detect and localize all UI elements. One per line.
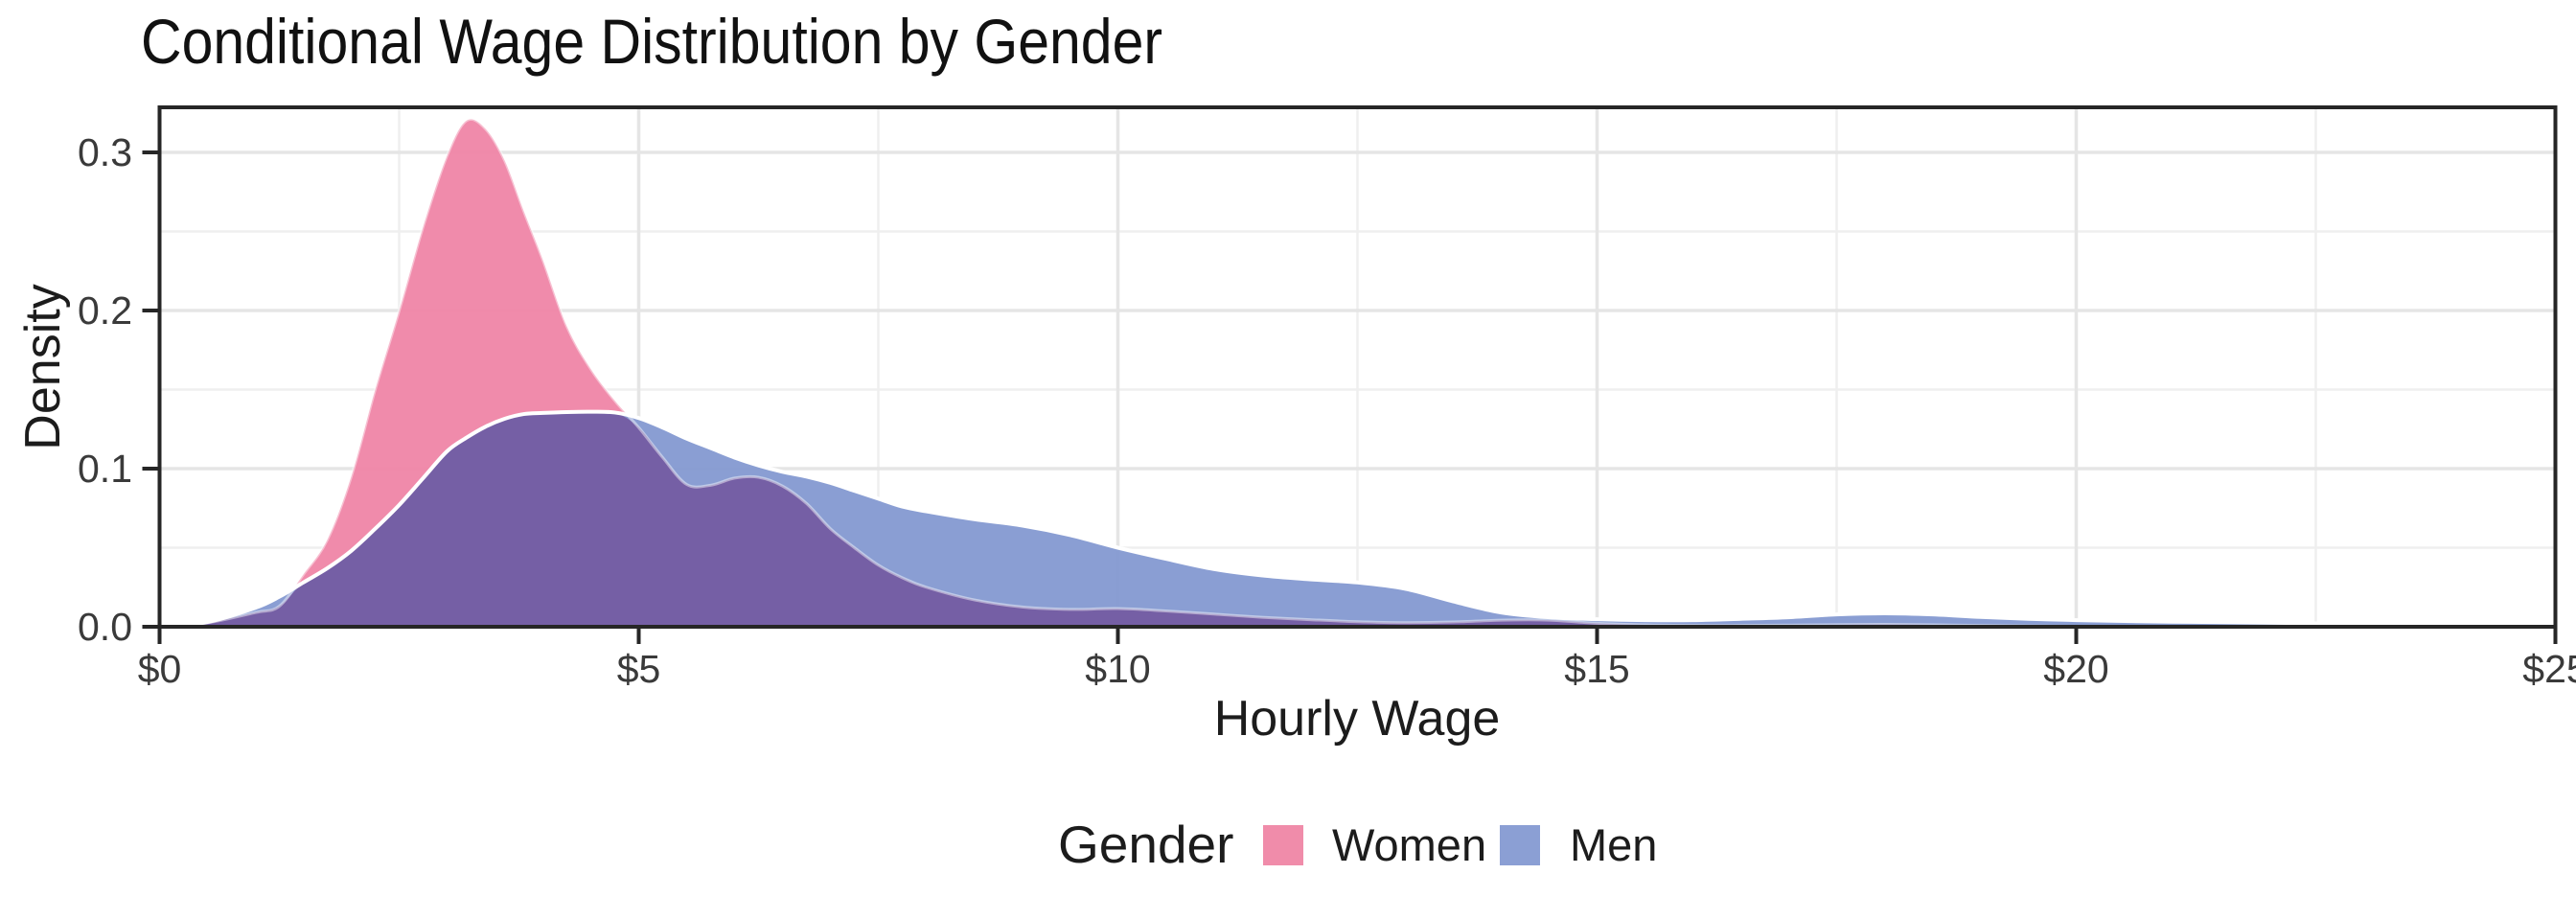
- y-tick-label: 0.3: [78, 130, 132, 174]
- y-tick-label: 0.1: [78, 447, 132, 491]
- y-tick-label: 0.2: [78, 288, 132, 333]
- y-axis-ticks: [142, 150, 158, 629]
- overlap-density-area: [159, 410, 2556, 627]
- x-tick-labels: $0 $5 $10 $15 $20 $25: [138, 647, 2576, 691]
- x-tick-label: $20: [2043, 647, 2108, 691]
- x-tick-label: $25: [2522, 647, 2576, 691]
- legend-swatch-women: [1263, 825, 1303, 865]
- chart-title: Conditional Wage Distribution by Gender: [141, 6, 1162, 77]
- x-tick-label: $5: [617, 647, 661, 691]
- x-tick-label: $10: [1085, 647, 1150, 691]
- x-tick-label: $0: [138, 647, 182, 691]
- y-tick-labels: 0.0 0.1 0.2 0.3: [78, 130, 132, 649]
- women-curve-outline: [159, 117, 2556, 629]
- y-axis-title: Density: [15, 284, 71, 449]
- legend-swatch-men: [1500, 825, 1540, 865]
- legend-title: Gender: [1058, 815, 1233, 874]
- x-axis-title: Hourly Wage: [1214, 691, 1501, 747]
- x-tick-label: $15: [1564, 647, 1629, 691]
- density-areas: [159, 117, 2556, 629]
- x-axis-ticks: [157, 629, 2558, 644]
- y-tick-label: 0.0: [78, 605, 132, 649]
- plot-panel-border: [157, 105, 2558, 629]
- legend-label-men: Men: [1570, 819, 1657, 870]
- legend-label-women: Women: [1332, 819, 1486, 870]
- legend: Gender Women Men: [1058, 815, 1657, 874]
- men-curve-outline: [159, 409, 2556, 629]
